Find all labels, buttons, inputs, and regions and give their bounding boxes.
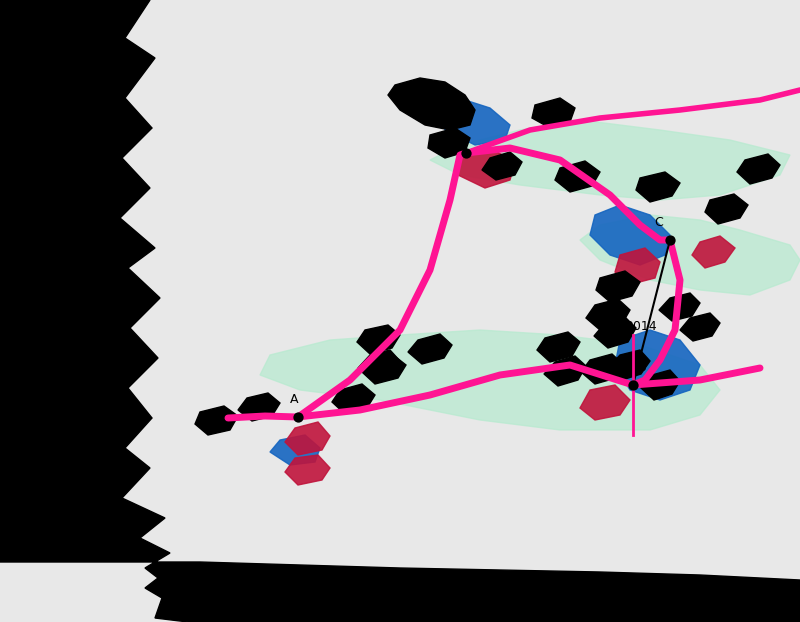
Polygon shape	[440, 100, 510, 145]
Point	[664, 235, 677, 245]
Polygon shape	[590, 205, 670, 265]
Polygon shape	[608, 350, 650, 380]
Polygon shape	[737, 154, 780, 184]
Polygon shape	[641, 370, 680, 400]
Polygon shape	[362, 354, 406, 384]
Polygon shape	[195, 406, 238, 435]
Polygon shape	[260, 330, 720, 430]
Text: B: B	[638, 361, 646, 374]
Polygon shape	[581, 354, 624, 384]
Polygon shape	[659, 293, 700, 321]
Text: 2014: 2014	[625, 320, 657, 333]
Polygon shape	[270, 435, 320, 465]
Text: A: A	[290, 393, 298, 406]
Polygon shape	[482, 152, 522, 180]
Polygon shape	[705, 194, 748, 224]
Polygon shape	[692, 236, 735, 268]
Polygon shape	[285, 422, 330, 455]
Polygon shape	[636, 172, 680, 202]
Polygon shape	[458, 148, 515, 188]
Text: C: C	[654, 216, 662, 229]
Polygon shape	[580, 385, 630, 420]
Polygon shape	[388, 78, 475, 130]
Polygon shape	[358, 350, 400, 380]
Polygon shape	[238, 393, 280, 421]
Polygon shape	[586, 299, 630, 330]
Point	[291, 412, 304, 422]
Polygon shape	[596, 271, 640, 302]
Polygon shape	[428, 128, 470, 158]
Polygon shape	[580, 215, 800, 295]
Point	[626, 380, 639, 390]
Polygon shape	[332, 384, 375, 414]
Polygon shape	[357, 325, 400, 354]
Polygon shape	[285, 455, 330, 485]
Point	[459, 148, 472, 158]
Polygon shape	[408, 334, 452, 364]
Polygon shape	[555, 161, 600, 192]
Polygon shape	[680, 313, 720, 341]
Polygon shape	[532, 98, 575, 128]
Polygon shape	[544, 356, 586, 386]
Polygon shape	[594, 317, 636, 348]
Polygon shape	[615, 248, 660, 285]
Polygon shape	[615, 330, 700, 400]
Polygon shape	[430, 120, 790, 200]
Polygon shape	[537, 332, 580, 362]
